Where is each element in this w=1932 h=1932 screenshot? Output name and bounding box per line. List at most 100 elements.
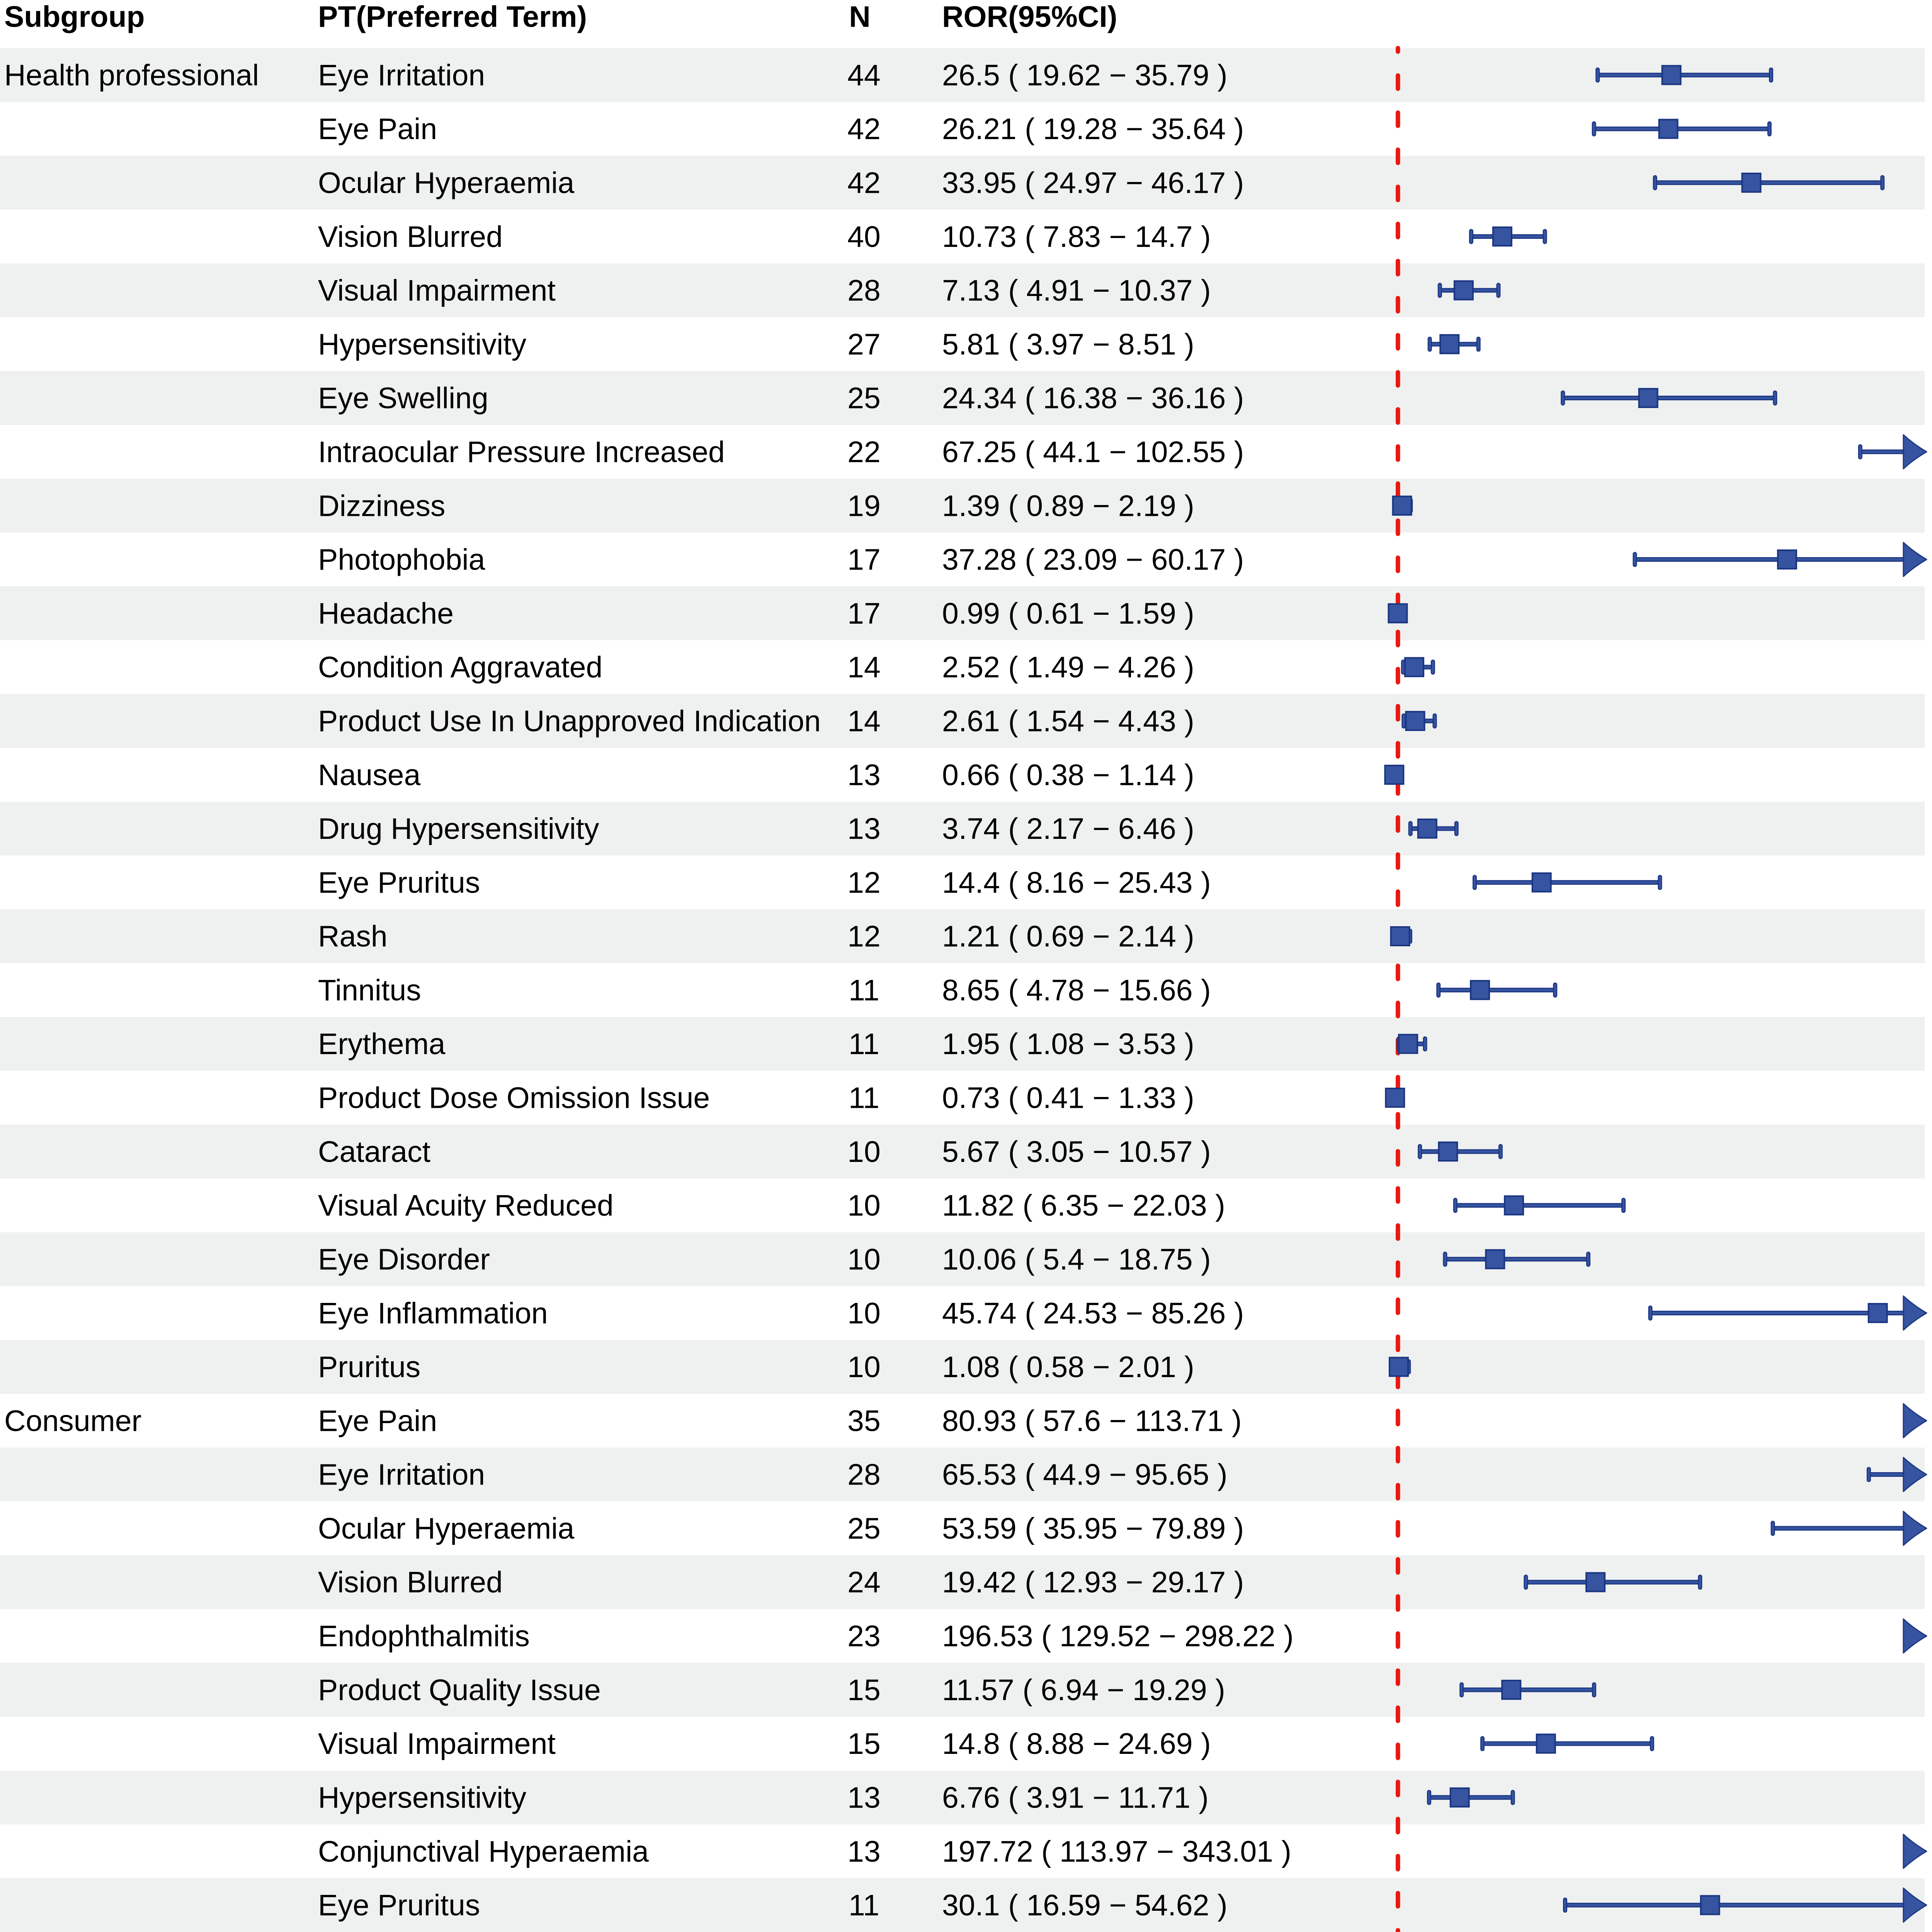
svg-text:5.81 ( 3.97 − 8.51 ): 5.81 ( 3.97 − 8.51 ) [942, 328, 1194, 361]
svg-text:11: 11 [849, 1027, 879, 1061]
svg-text:15: 15 [847, 1673, 881, 1707]
svg-text:13: 13 [847, 1835, 881, 1868]
svg-text:5.67 ( 3.05 − 10.57 ): 5.67 ( 3.05 − 10.57 ) [942, 1135, 1211, 1168]
svg-text:12: 12 [847, 920, 881, 953]
svg-text:11.57 ( 6.94 − 19.29 ): 11.57 ( 6.94 − 19.29 ) [942, 1673, 1225, 1707]
svg-text:Hypersensitivity: Hypersensitivity [318, 328, 527, 361]
svg-text:30.1 ( 16.59 − 54.62 ): 30.1 ( 16.59 − 54.62 ) [942, 1889, 1227, 1922]
svg-text:197.72 ( 113.97 − 343.01 ): 197.72 ( 113.97 − 343.01 ) [942, 1835, 1291, 1868]
svg-text:Dizziness: Dizziness [318, 489, 445, 522]
svg-text:2.52 ( 1.49 − 4.26 ): 2.52 ( 1.49 − 4.26 ) [942, 651, 1194, 684]
svg-text:10.06 ( 5.4 − 18.75 ): 10.06 ( 5.4 − 18.75 ) [942, 1243, 1211, 1276]
svg-text:26.21 ( 19.28 − 35.64 ): 26.21 ( 19.28 − 35.64 ) [942, 112, 1244, 146]
svg-text:Condition Aggravated: Condition Aggravated [318, 651, 602, 684]
svg-text:0.73 ( 0.41 − 1.33 ): 0.73 ( 0.41 − 1.33 ) [942, 1082, 1194, 1115]
svg-text:Eye Disorder: Eye Disorder [318, 1243, 490, 1276]
svg-text:10: 10 [847, 1297, 881, 1330]
svg-text:1.21 ( 0.69 − 2.14 ): 1.21 ( 0.69 − 2.14 ) [942, 920, 1194, 953]
svg-text:19: 19 [847, 489, 881, 522]
svg-text:Subgroup: Subgroup [4, 0, 145, 34]
svg-text:Drug Hypersensitivity: Drug Hypersensitivity [318, 812, 599, 845]
svg-text:33.95 ( 24.97 − 46.17 ): 33.95 ( 24.97 − 46.17 ) [942, 166, 1244, 199]
svg-text:Consumer: Consumer [4, 1404, 141, 1437]
svg-text:11: 11 [849, 1889, 879, 1922]
svg-text:Hypersensitivity: Hypersensitivity [318, 1781, 527, 1814]
svg-text:Cataract: Cataract [318, 1135, 430, 1168]
svg-text:14: 14 [847, 651, 881, 684]
svg-text:Product Use In Unapproved Indi: Product Use In Unapproved Indication [318, 705, 821, 738]
svg-text:Erythema: Erythema [318, 1027, 446, 1061]
svg-text:19.42 ( 12.93 − 29.17 ): 19.42 ( 12.93 − 29.17 ) [942, 1566, 1244, 1599]
svg-text:17: 17 [847, 597, 881, 630]
svg-text:1.95 ( 1.08 − 3.53 ): 1.95 ( 1.08 − 3.53 ) [942, 1027, 1194, 1061]
svg-text:Eye Inflammation: Eye Inflammation [318, 1297, 548, 1330]
svg-text:10.73 ( 7.83 − 14.7 ): 10.73 ( 7.83 − 14.7 ) [942, 220, 1211, 253]
svg-text:7.13 ( 4.91 − 10.37 ): 7.13 ( 4.91 − 10.37 ) [942, 274, 1211, 307]
svg-text:3.74 ( 2.17 − 6.46 ): 3.74 ( 2.17 − 6.46 ) [942, 812, 1194, 845]
svg-text:Endophthalmitis: Endophthalmitis [318, 1620, 530, 1653]
svg-text:Product Quality Issue: Product Quality Issue [318, 1673, 601, 1707]
svg-text:Eye Pruritus: Eye Pruritus [318, 1889, 480, 1922]
svg-text:42: 42 [847, 166, 881, 199]
svg-text:Eye Swelling: Eye Swelling [318, 382, 488, 415]
svg-text:Visual Impairment: Visual Impairment [318, 1727, 556, 1760]
svg-text:Vision Blurred: Vision Blurred [318, 1566, 503, 1599]
svg-text:Vision Blurred: Vision Blurred [318, 220, 503, 253]
svg-text:2.61 ( 1.54 − 4.43 ): 2.61 ( 1.54 − 4.43 ) [942, 705, 1194, 738]
svg-text:14: 14 [847, 705, 881, 738]
svg-text:13: 13 [847, 759, 881, 792]
svg-text:12: 12 [847, 866, 881, 899]
svg-text:ROR(95%CI): ROR(95%CI) [942, 0, 1117, 34]
svg-text:196.53 ( 129.52 − 298.22 ): 196.53 ( 129.52 − 298.22 ) [942, 1620, 1294, 1653]
svg-text:14.8 ( 8.88 − 24.69 ): 14.8 ( 8.88 − 24.69 ) [942, 1727, 1211, 1760]
svg-text:Pruritus: Pruritus [318, 1350, 420, 1384]
svg-text:Eye Pain: Eye Pain [318, 112, 437, 146]
svg-text:Ocular Hyperaemia: Ocular Hyperaemia [318, 166, 574, 199]
svg-text:37.28 ( 23.09 − 60.17 ): 37.28 ( 23.09 − 60.17 ) [942, 543, 1244, 577]
svg-text:Product Dose Omission Issue: Product Dose Omission Issue [318, 1082, 710, 1115]
svg-text:11.82 ( 6.35 − 22.03 ): 11.82 ( 6.35 − 22.03 ) [942, 1189, 1225, 1222]
svg-text:Visual Acuity Reduced: Visual Acuity Reduced [318, 1189, 614, 1222]
svg-text:25: 25 [847, 382, 881, 415]
svg-text:Health professional: Health professional [4, 59, 259, 92]
svg-text:Eye Pruritus: Eye Pruritus [318, 866, 480, 899]
svg-text:10: 10 [847, 1189, 881, 1222]
svg-text:Eye Irritation: Eye Irritation [318, 59, 485, 92]
svg-text:80.93 ( 57.6 − 113.71 ): 80.93 ( 57.6 − 113.71 ) [942, 1404, 1242, 1437]
svg-text:Ocular Hyperaemia: Ocular Hyperaemia [318, 1512, 574, 1545]
svg-text:Eye Irritation: Eye Irritation [318, 1458, 485, 1492]
svg-text:0.99 ( 0.61 − 1.59 ): 0.99 ( 0.61 − 1.59 ) [942, 597, 1194, 630]
svg-text:PT(Preferred Term): PT(Preferred Term) [318, 0, 587, 34]
svg-text:17: 17 [847, 543, 881, 577]
svg-text:24.34 ( 16.38 − 36.16 ): 24.34 ( 16.38 − 36.16 ) [942, 382, 1244, 415]
svg-text:65.53 ( 44.9 − 95.65 ): 65.53 ( 44.9 − 95.65 ) [942, 1458, 1227, 1492]
svg-text:40: 40 [847, 220, 881, 253]
svg-text:13: 13 [847, 812, 881, 845]
svg-text:13: 13 [847, 1781, 881, 1814]
svg-text:22: 22 [847, 435, 881, 469]
svg-text:6.76 ( 3.91 − 11.71 ): 6.76 ( 3.91 − 11.71 ) [942, 1781, 1209, 1814]
svg-text:Tinnitus: Tinnitus [318, 974, 421, 1007]
svg-text:8.65 ( 4.78 − 15.66 ): 8.65 ( 4.78 − 15.66 ) [942, 974, 1211, 1007]
svg-text:28: 28 [847, 274, 881, 307]
svg-text:15: 15 [847, 1727, 881, 1760]
svg-text:10: 10 [847, 1243, 881, 1276]
svg-text:53.59 ( 35.95 − 79.89 ): 53.59 ( 35.95 − 79.89 ) [942, 1512, 1244, 1545]
svg-text:Rash: Rash [318, 920, 388, 953]
svg-text:10: 10 [847, 1135, 881, 1168]
svg-text:24: 24 [847, 1566, 881, 1599]
svg-text:Eye Pain: Eye Pain [318, 1404, 437, 1437]
svg-text:14.4 ( 8.16 − 25.43 ): 14.4 ( 8.16 − 25.43 ) [942, 866, 1211, 899]
svg-text:Photophobia: Photophobia [318, 543, 485, 577]
svg-text:11: 11 [849, 1082, 879, 1115]
svg-text:26.5 ( 19.62 − 35.79 ): 26.5 ( 19.62 − 35.79 ) [942, 59, 1227, 92]
svg-text:10: 10 [847, 1350, 881, 1384]
svg-text:45.74 ( 24.53 − 85.26 ): 45.74 ( 24.53 − 85.26 ) [942, 1297, 1244, 1330]
svg-text:25: 25 [847, 1512, 881, 1545]
svg-text:67.25 ( 44.1 − 102.55 ): 67.25 ( 44.1 − 102.55 ) [942, 435, 1244, 469]
svg-text:23: 23 [847, 1620, 881, 1653]
svg-text:28: 28 [847, 1458, 881, 1492]
svg-text:1.39 ( 0.89 − 2.19 ): 1.39 ( 0.89 − 2.19 ) [942, 489, 1194, 522]
svg-text:Conjunctival Hyperaemia: Conjunctival Hyperaemia [318, 1835, 649, 1868]
svg-text:Visual Impairment: Visual Impairment [318, 274, 556, 307]
